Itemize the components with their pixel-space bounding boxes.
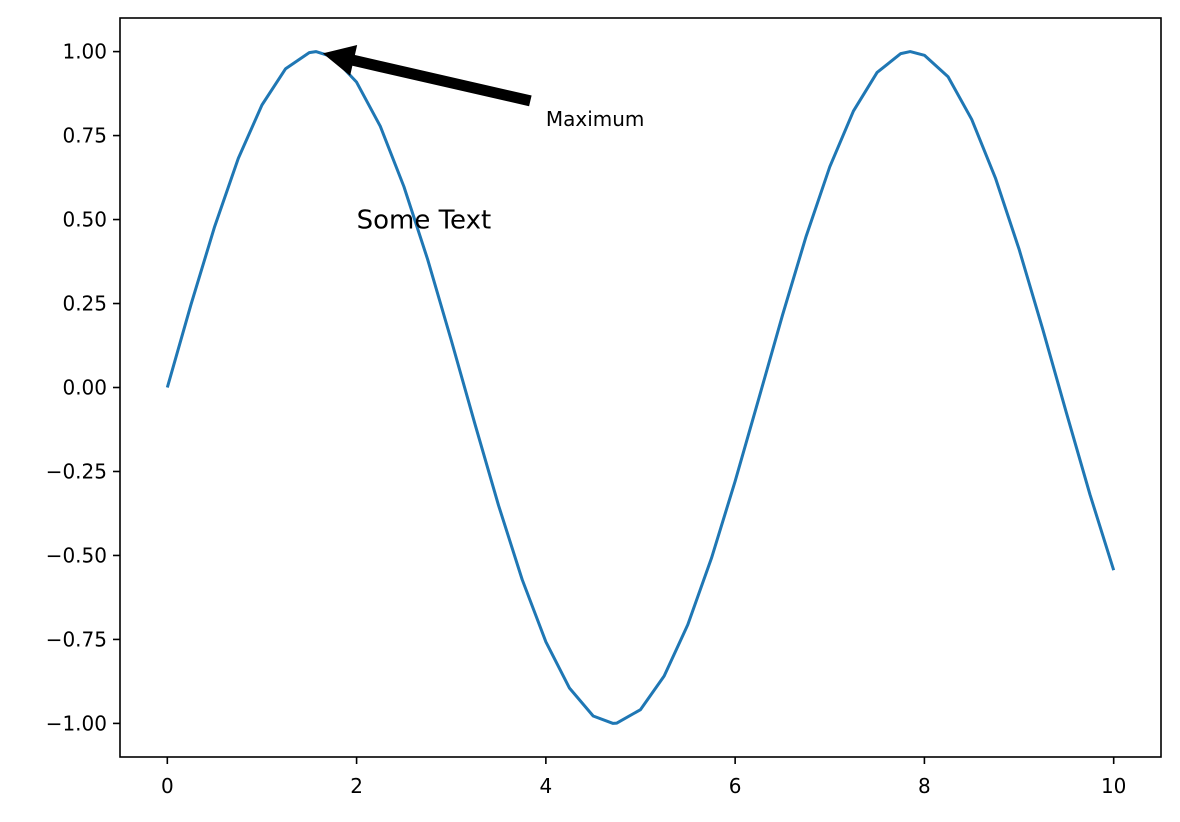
y-tick-label: 0.75 <box>62 124 107 148</box>
x-tick-label: 2 <box>350 774 363 798</box>
y-tick-label: 0.00 <box>62 376 107 400</box>
plot-frame <box>119 17 1162 758</box>
series-line <box>165 50 1116 725</box>
y-tick-label: −0.50 <box>46 543 107 567</box>
annotation-maximum: Maximum <box>546 107 645 131</box>
y-tick-label: 0.50 <box>62 208 107 232</box>
y-tick-label: −0.25 <box>46 459 107 483</box>
x-tick-label: 0 <box>161 774 174 798</box>
y-tick-label: 1.00 <box>62 40 107 64</box>
y-tick-label: −0.75 <box>46 627 107 651</box>
x-tick-label: 6 <box>729 774 742 798</box>
x-tick-label: 8 <box>918 774 931 798</box>
y-tick-label: 0.25 <box>62 292 107 316</box>
annotation-some-text: Some Text <box>357 206 492 236</box>
annotation-arrow <box>322 45 532 107</box>
y-tick-label: −1.00 <box>46 711 107 735</box>
x-tick-label: 10 <box>1101 774 1126 798</box>
x-tick-label: 4 <box>539 774 552 798</box>
